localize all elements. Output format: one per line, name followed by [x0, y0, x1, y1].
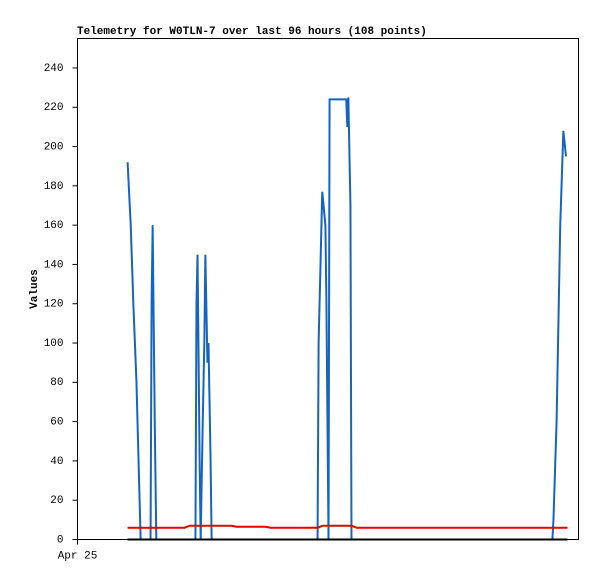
y-tick-label: 160: [44, 220, 64, 232]
x-tick-label: Apr 25: [58, 550, 98, 562]
series-line: [127, 524, 568, 529]
y-tick-label: 240: [44, 63, 64, 75]
y-tick-label: 180: [44, 181, 64, 193]
y-tick-label: 200: [44, 141, 64, 153]
y-tick-label: 220: [44, 102, 64, 114]
chart-title: Telemetry for W0TLN-7 over last 96 hours…: [77, 26, 427, 38]
y-tick-label: 120: [44, 299, 64, 311]
y-tick-label: 60: [50, 417, 63, 429]
y-tick-label: 40: [50, 456, 63, 468]
y-tick-label: 0: [57, 534, 64, 546]
y-tick-label: 100: [44, 338, 64, 350]
y-tick-label: 20: [50, 495, 63, 507]
y-axis-label: Values: [29, 269, 41, 309]
y-tick-label: 80: [50, 377, 63, 389]
y-tick-label: 140: [44, 259, 64, 271]
series-line: [126, 97, 567, 541]
